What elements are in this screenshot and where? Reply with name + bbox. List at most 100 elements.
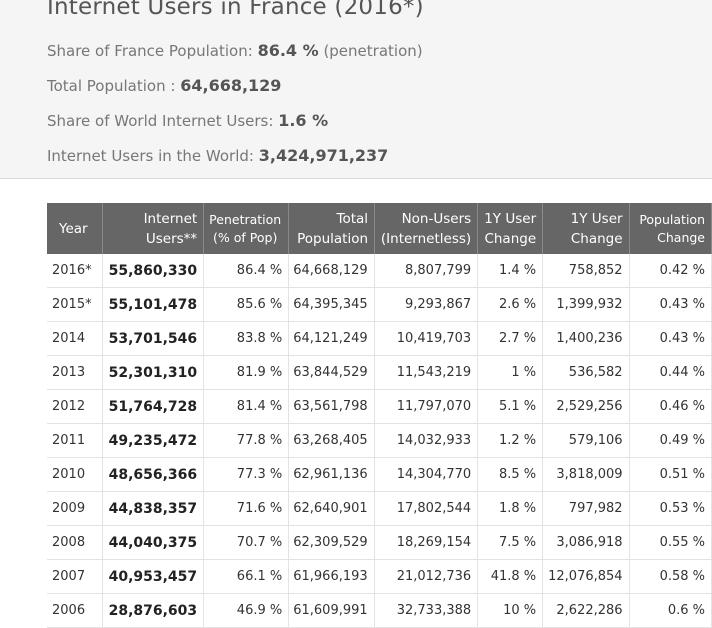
cell-internet-users: 44,040,375 <box>102 525 205 560</box>
cell-penetration: 85.6 % <box>203 287 290 322</box>
share-label: Share of France Population: <box>47 42 253 60</box>
cell-population-change: 0.43 % <box>629 287 712 322</box>
cell-internet-users: 52,301,310 <box>102 355 205 390</box>
cell-1y-user-change: 12,076,854 <box>542 559 630 594</box>
cell-non-users: 14,032,933 <box>374 423 479 458</box>
cell-non-users: 17,802,544 <box>374 491 479 526</box>
cell-1y-user-change-pct: 7.5 % <box>477 525 544 560</box>
cell-population-change: 0.58 % <box>629 559 712 594</box>
cell-penetration: 46.9 % <box>203 593 290 628</box>
cell-1y-user-change-pct: 10 % <box>477 593 544 628</box>
cell-non-users: 9,293,867 <box>374 287 479 322</box>
cell-population-change: 0.42 % <box>629 254 712 288</box>
cell-total-population: 62,309,529 <box>288 525 376 560</box>
share-note: (penetration) <box>323 42 423 60</box>
cell-penetration: 70.7 % <box>203 525 290 560</box>
header-internet-users[interactable]: Internet Users** <box>102 203 205 254</box>
cell-1y-user-change: 3,818,009 <box>542 457 630 492</box>
share-of-population: Share of France Population: 86.4 % (pene… <box>47 41 423 60</box>
table-header: Year Internet Users** Penetration (% of Po… <box>47 203 712 254</box>
cell-year: 2016* <box>47 254 103 288</box>
cell-penetration: 81.4 % <box>203 389 290 424</box>
cell-year: 2011 <box>47 423 103 458</box>
cell-1y-user-change: 2,622,286 <box>542 593 630 628</box>
cell-year: 2006 <box>47 593 103 628</box>
cell-non-users: 11,543,219 <box>374 355 479 390</box>
cell-total-population: 62,961,136 <box>288 457 376 492</box>
cell-1y-user-change-pct: 41.8 % <box>477 559 544 594</box>
table-row: 2009 44,838,357 71.6 % 62,640,901 17,802,544… <box>47 491 712 526</box>
cell-non-users: 32,733,388 <box>374 593 479 628</box>
cell-non-users: 18,269,154 <box>374 525 479 560</box>
header-non-users[interactable]: Non-Users (Internetless) <box>374 203 479 254</box>
cell-internet-users: 28,876,603 <box>102 593 205 628</box>
cell-1y-user-change-pct: 5.1 % <box>477 389 544 424</box>
header-1y-user-change[interactable]: 1Y User Change <box>542 203 630 254</box>
cell-1y-user-change: 1,400,236 <box>542 321 630 356</box>
cell-non-users: 10,419,703 <box>374 321 479 356</box>
cell-1y-user-change-pct: 1.4 % <box>477 254 544 288</box>
share-value: 86.4 % <box>257 41 319 60</box>
cell-population-change: 0.44 % <box>629 355 712 390</box>
world-share-value: 1.6 % <box>278 111 329 130</box>
cell-1y-user-change: 1,399,932 <box>542 287 630 322</box>
internet-users-table: Year Internet Users** Penetration (% of Po… <box>47 203 712 628</box>
cell-1y-user-change-pct: 2.6 % <box>477 287 544 322</box>
cell-1y-user-change-pct: 1.2 % <box>477 423 544 458</box>
header-penetration[interactable]: Penetration (% of Pop) <box>203 203 290 254</box>
cell-non-users: 14,304,770 <box>374 457 479 492</box>
header-year[interactable]: Year <box>47 203 103 254</box>
header-1y-user-change-pct[interactable]: 1Y User Change <box>477 203 544 254</box>
cell-total-population: 64,121,249 <box>288 321 376 356</box>
table-row: 2007 40,953,457 66.1 % 61,966,193 21,012,736… <box>47 559 712 594</box>
cell-internet-users: 51,764,728 <box>102 389 205 424</box>
cell-total-population: 64,668,129 <box>288 254 376 288</box>
cell-penetration: 66.1 % <box>203 559 290 594</box>
header-total-population[interactable]: Total Population <box>288 203 376 254</box>
cell-year: 2015* <box>47 287 103 322</box>
cell-total-population: 62,640,901 <box>288 491 376 526</box>
cell-penetration: 81.9 % <box>203 355 290 390</box>
table-row: 2006 28,876,603 46.9 % 61,609,991 32,733,388… <box>47 593 712 628</box>
cell-population-change: 0.51 % <box>629 457 712 492</box>
cell-internet-users: 48,656,366 <box>102 457 205 492</box>
cell-1y-user-change: 758,852 <box>542 254 630 288</box>
table-row: 2008 44,040,375 70.7 % 62,309,529 18,269,154… <box>47 525 712 560</box>
cell-non-users: 8,807,799 <box>374 254 479 288</box>
table-row: 2016* 55,860,330 86.4 % 64,668,129 8,807,799… <box>47 254 712 288</box>
cell-year: 2013 <box>47 355 103 390</box>
total-pop-value: 64,668,129 <box>180 76 282 95</box>
cell-total-population: 61,966,193 <box>288 559 376 594</box>
cell-1y-user-change: 536,582 <box>542 355 630 390</box>
cell-population-change: 0.46 % <box>629 389 712 424</box>
table-row: 2013 52,301,310 81.9 % 63,844,529 11,543,219… <box>47 355 712 390</box>
cell-internet-users: 55,101,478 <box>102 287 205 322</box>
cell-year: 2014 <box>47 321 103 356</box>
page-title: Internet Users in France (2016*) <box>47 0 424 20</box>
cell-penetration: 77.8 % <box>203 423 290 458</box>
table-row: 2015* 55,101,478 85.6 % 64,395,345 9,293,867… <box>47 287 712 322</box>
cell-1y-user-change-pct: 8.5 % <box>477 457 544 492</box>
cell-internet-users: 49,235,472 <box>102 423 205 458</box>
cell-1y-user-change: 579,106 <box>542 423 630 458</box>
cell-internet-users: 44,838,357 <box>102 491 205 526</box>
cell-total-population: 63,844,529 <box>288 355 376 390</box>
cell-1y-user-change-pct: 1 % <box>477 355 544 390</box>
cell-internet-users: 40,953,457 <box>102 559 205 594</box>
cell-population-change: 0.6 % <box>629 593 712 628</box>
cell-penetration: 71.6 % <box>203 491 290 526</box>
cell-penetration: 77.3 % <box>203 457 290 492</box>
cell-population-change: 0.43 % <box>629 321 712 356</box>
cell-year: 2012 <box>47 389 103 424</box>
cell-1y-user-change: 3,086,918 <box>542 525 630 560</box>
table-row: 2014 53,701,546 83.8 % 64,121,249 10,419,703… <box>47 321 712 356</box>
table-row: 2011 49,235,472 77.8 % 63,268,405 14,032,933… <box>47 423 712 458</box>
cell-total-population: 64,395,345 <box>288 287 376 322</box>
cell-penetration: 86.4 % <box>203 254 290 288</box>
table-row: 2010 48,656,366 77.3 % 62,961,136 14,304,770… <box>47 457 712 492</box>
cell-population-change: 0.53 % <box>629 491 712 526</box>
header-population-change[interactable]: Population Change <box>629 203 712 254</box>
cell-1y-user-change: 797,982 <box>542 491 630 526</box>
cell-1y-user-change: 2,529,256 <box>542 389 630 424</box>
cell-population-change: 0.55 % <box>629 525 712 560</box>
